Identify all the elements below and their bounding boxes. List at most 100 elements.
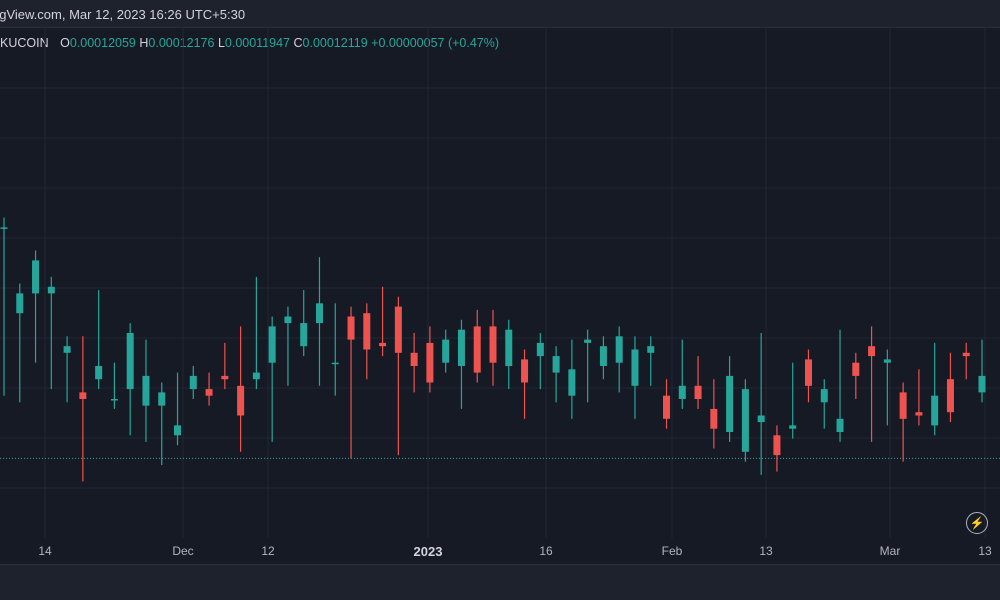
candle [410,333,418,393]
candle-body [457,329,465,366]
candle-body [663,395,671,419]
candle-body [757,415,765,423]
x-tick-label: 14 [38,544,52,558]
candle [678,339,686,409]
candle [852,352,860,399]
candle [268,316,276,442]
x-tick-label: 16 [539,544,553,558]
candle [694,356,702,409]
x-tick-label: Mar [879,544,901,558]
x-tick-label: Feb [661,544,683,558]
candle-body [189,375,197,390]
candle-body [63,346,71,353]
open-label: O [60,36,70,50]
candle [757,333,765,475]
candle-body [552,356,560,373]
candle-body [426,342,434,383]
candle [631,336,639,419]
candle-body [678,385,686,399]
candle-body [442,339,450,363]
candlestick-chart[interactable] [0,28,1000,538]
candle-body [174,425,182,436]
candle-body [284,316,292,324]
candle [931,342,939,436]
lightning-bolt-icon[interactable]: ⚡ [966,512,988,534]
candle-body [962,352,970,357]
top-bar: ngView.com, Mar 12, 2023 16:26 UTC+5:30 [0,0,1000,28]
candle [47,276,55,390]
x-tick-label: Dec [172,544,194,558]
low-label: L [217,36,225,50]
candle-body [347,316,355,340]
candle [615,326,623,393]
candle [331,303,339,396]
candle [836,329,844,442]
candle-body [47,286,55,294]
candle-body [915,412,923,416]
candle-body [599,346,607,366]
candle-body [410,352,418,366]
candle [946,352,954,423]
candle [363,303,371,380]
close-label: C [293,36,303,50]
candle [741,379,749,462]
candle [599,336,607,380]
candle [789,362,797,439]
candle [300,290,308,357]
candle [63,336,71,403]
candle-body [615,336,623,363]
candle-body [584,339,592,343]
candle-body [268,326,276,363]
candle [315,257,323,386]
candle-body [773,435,781,456]
candle [505,319,513,390]
candle-body [852,362,860,376]
candle-body [489,326,497,363]
candle [205,372,213,406]
candle [552,346,560,403]
candle [110,362,118,409]
candle [899,382,907,462]
candle-body [946,379,954,413]
candle [221,342,229,390]
candle [883,349,891,426]
candle-body [741,389,749,452]
candle [0,217,8,396]
candle-body [536,342,544,357]
candle-body [394,306,402,353]
candle-body [205,389,213,396]
candle-body [883,359,891,363]
candle-body [568,369,576,396]
candle-body [79,392,87,399]
candle [158,382,166,465]
candle-body [16,293,24,314]
x-tick-label: 13 [759,544,773,558]
candle-body [789,425,797,429]
candle [584,329,592,403]
candle-body [820,389,828,403]
candle-body [505,329,513,366]
candle [379,286,387,357]
candle [710,379,718,449]
candle-body [726,375,734,432]
candle-body [158,392,166,406]
candle [32,250,40,363]
change-value: +0.00000057 (+0.47%) [371,36,500,50]
close-value: 0.00012119 [302,36,368,50]
candle [804,349,812,403]
candle-body [0,227,8,229]
candle-body [899,392,907,419]
candle [237,326,245,452]
candle [568,339,576,419]
candle-body [142,375,150,406]
candle [426,326,434,393]
time-axis[interactable]: 14 Dec 12 2023 16 Feb 13 Mar 13 [0,538,1000,564]
candle-body [836,418,844,432]
candle-body [110,399,118,401]
candle [726,356,734,442]
candle [915,369,923,426]
candle-body [631,349,639,386]
candle-body [473,326,481,373]
candle [79,336,87,482]
ohlc-legend: KUCOIN O0.00012059 H0.00012176 L0.000119… [0,36,499,50]
